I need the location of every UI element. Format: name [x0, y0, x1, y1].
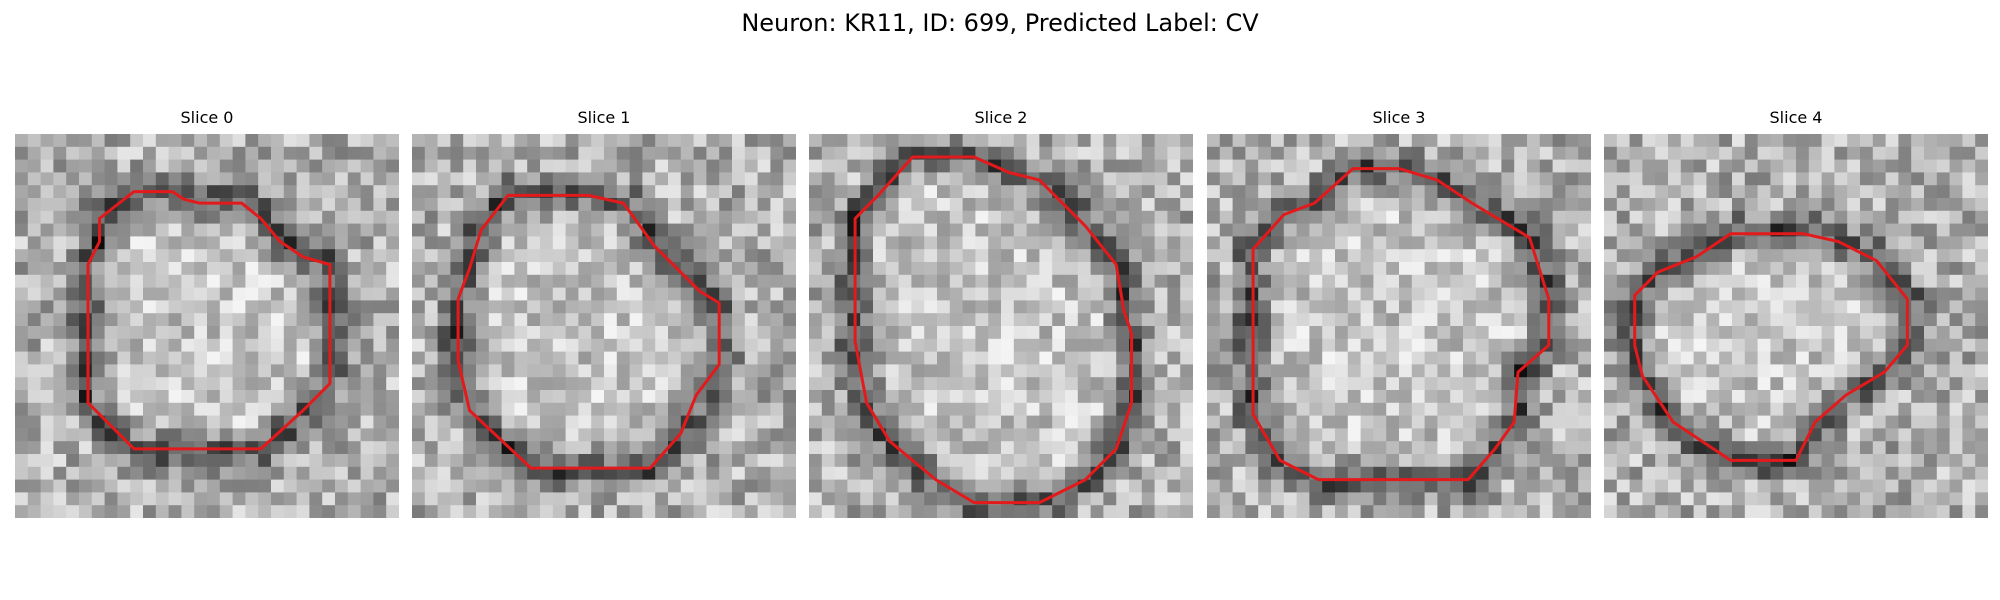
slice-image-1 [412, 134, 796, 518]
slice-title-3: Slice 3 [1207, 108, 1591, 128]
slice-pixels-0 [15, 134, 399, 518]
slice-image-3 [1207, 134, 1591, 518]
slice-title-2: Slice 2 [809, 108, 1193, 128]
slice-image-2 [809, 134, 1193, 518]
slice-title-4: Slice 4 [1604, 108, 1988, 128]
slice-image-0 [15, 134, 399, 518]
slice-pixels-2 [809, 134, 1193, 518]
figure-title: Neuron: KR11, ID: 699, Predicted Label: … [0, 8, 2000, 38]
slice-title-1: Slice 1 [412, 108, 796, 128]
slice-title-0: Slice 0 [15, 108, 399, 128]
slice-pixels-3 [1207, 134, 1591, 518]
slice-pixels-1 [412, 134, 796, 518]
slice-image-4 [1604, 134, 1988, 518]
